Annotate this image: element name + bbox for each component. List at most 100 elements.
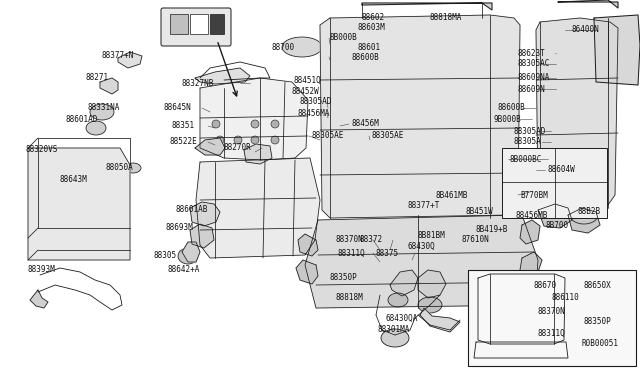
Polygon shape	[30, 290, 48, 308]
Text: 88050A: 88050A	[105, 164, 132, 173]
Text: 88305AE: 88305AE	[311, 131, 344, 141]
Polygon shape	[474, 342, 568, 358]
Bar	[190, 14, 208, 34]
Text: 88600B: 88600B	[352, 52, 380, 61]
Ellipse shape	[570, 206, 598, 224]
Text: 88604W: 88604W	[547, 166, 575, 174]
Polygon shape	[305, 215, 538, 308]
Text: 88451Q: 88451Q	[293, 76, 321, 84]
Text: 86400N: 86400N	[572, 26, 600, 35]
Polygon shape	[536, 18, 618, 208]
Polygon shape	[118, 52, 142, 68]
Text: 88650X: 88650X	[584, 280, 612, 289]
Polygon shape	[182, 242, 200, 262]
Text: 88350P: 88350P	[330, 273, 358, 282]
Polygon shape	[190, 224, 214, 248]
Text: 88818M: 88818M	[336, 294, 364, 302]
Ellipse shape	[388, 293, 408, 307]
Text: 88B2B: 88B2B	[578, 208, 601, 217]
Polygon shape	[538, 204, 572, 228]
Text: 88452W: 88452W	[291, 87, 319, 96]
Text: B770BM: B770BM	[520, 190, 548, 199]
Text: 8B461MB: 8B461MB	[435, 192, 467, 201]
Text: 88601AB: 88601AB	[175, 205, 207, 215]
Polygon shape	[418, 270, 446, 298]
Text: 88456M: 88456M	[351, 119, 379, 128]
Text: 88270R: 88270R	[224, 144, 252, 153]
Ellipse shape	[271, 136, 279, 144]
Text: 9B000B: 9B000B	[494, 115, 522, 124]
Ellipse shape	[271, 120, 279, 128]
Text: 8B419+B: 8B419+B	[475, 224, 508, 234]
Polygon shape	[520, 220, 540, 244]
Polygon shape	[568, 208, 600, 233]
Text: 88305AD: 88305AD	[300, 97, 332, 106]
Text: 88456MB: 88456MB	[515, 212, 547, 221]
Text: 88601: 88601	[358, 42, 381, 51]
Ellipse shape	[90, 104, 114, 120]
Text: 88600B: 88600B	[498, 103, 525, 112]
Text: 88602: 88602	[362, 13, 385, 22]
Text: 88311Q: 88311Q	[337, 248, 365, 257]
FancyBboxPatch shape	[161, 8, 231, 46]
Polygon shape	[195, 138, 225, 155]
Text: 88609NA: 88609NA	[517, 74, 549, 83]
Bar	[170, 14, 188, 34]
Text: 88522E: 88522E	[170, 138, 198, 147]
Ellipse shape	[86, 121, 106, 135]
Text: 88377+N: 88377+N	[102, 51, 134, 61]
Polygon shape	[362, 3, 492, 10]
Polygon shape	[100, 78, 118, 94]
Ellipse shape	[418, 297, 442, 313]
Text: 88320VS: 88320VS	[25, 145, 58, 154]
Text: 88327NB: 88327NB	[181, 78, 213, 87]
Text: 8B451W: 8B451W	[466, 208, 493, 217]
Text: 88393M: 88393M	[28, 266, 56, 275]
Bar	[210, 14, 224, 34]
Text: 886110: 886110	[551, 294, 579, 302]
Text: 88311Q: 88311Q	[537, 328, 564, 337]
Text: 88375: 88375	[375, 248, 398, 257]
Text: 88271: 88271	[85, 74, 108, 83]
Text: 88305AD: 88305AD	[513, 126, 545, 135]
Text: 88305: 88305	[153, 251, 176, 260]
Text: 88818MA: 88818MA	[430, 13, 462, 22]
Text: 88643M: 88643M	[60, 176, 88, 185]
Text: 88370N: 88370N	[335, 235, 363, 244]
Text: 68430QA: 68430QA	[385, 314, 417, 323]
Polygon shape	[594, 15, 640, 85]
Polygon shape	[478, 274, 565, 344]
Text: 88623T: 88623T	[517, 48, 545, 58]
Text: 88331NA: 88331NA	[87, 103, 120, 112]
Text: 88693M: 88693M	[166, 224, 194, 232]
Polygon shape	[420, 308, 460, 332]
Text: 88456MA: 88456MA	[298, 109, 330, 118]
Text: 8B000BC: 8B000BC	[510, 154, 542, 164]
Text: 68430Q: 68430Q	[407, 241, 435, 250]
Polygon shape	[190, 202, 220, 226]
Polygon shape	[520, 252, 542, 278]
Polygon shape	[200, 78, 308, 160]
Text: 88305AC: 88305AC	[517, 60, 549, 68]
Bar	[468, 270, 636, 366]
Text: 88601AD: 88601AD	[65, 115, 97, 125]
Ellipse shape	[234, 136, 242, 144]
Text: 88377+T: 88377+T	[408, 202, 440, 211]
Polygon shape	[195, 68, 250, 84]
Text: 8B81BM: 8B81BM	[418, 231, 445, 240]
Bar	[502, 148, 607, 218]
Ellipse shape	[515, 191, 545, 209]
Ellipse shape	[251, 136, 259, 144]
Polygon shape	[28, 148, 130, 260]
Polygon shape	[244, 144, 272, 164]
Text: 88301MA: 88301MA	[377, 326, 410, 334]
Polygon shape	[558, 0, 618, 8]
Polygon shape	[296, 260, 318, 284]
Text: 88645N: 88645N	[164, 103, 192, 112]
Text: 88603M: 88603M	[358, 22, 386, 32]
Text: 88305A: 88305A	[513, 138, 541, 147]
Text: 8B000B: 8B000B	[330, 33, 358, 42]
Ellipse shape	[251, 120, 259, 128]
Text: 88609N: 88609N	[517, 84, 545, 93]
Polygon shape	[298, 234, 318, 256]
